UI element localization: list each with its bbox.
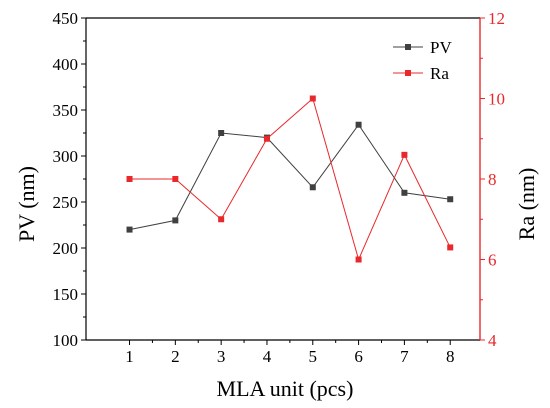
x-tick-label: 1 [125, 347, 134, 366]
y-left-tick-label: 150 [53, 285, 79, 304]
legend: PV Ra [393, 38, 452, 83]
y-left-tick-label: 400 [53, 55, 79, 74]
data-point-ra [218, 216, 225, 223]
legend-label-ra: Ra [430, 64, 449, 83]
series-line-pv [129, 123, 451, 231]
y-right-tick-label: 4 [488, 331, 497, 350]
data-point-ra [263, 135, 270, 142]
data-point-ra [401, 151, 408, 158]
x-tick-label: 4 [263, 347, 272, 366]
x-tick-label: 5 [309, 347, 318, 366]
data-point-ra [355, 256, 362, 263]
legend-marker-pv [405, 44, 411, 50]
y-left-tick-label: 300 [53, 147, 79, 166]
series-line-ra [129, 97, 451, 261]
data-point-pv [126, 226, 133, 233]
data-point-ra [126, 176, 133, 182]
x-tick-label: 3 [217, 347, 226, 366]
data-point-pv [309, 184, 316, 191]
y-left-tick-label: 200 [53, 239, 79, 258]
data-point-pv [355, 121, 362, 128]
y-left-tick-label: 100 [53, 331, 79, 350]
data-point-pv [172, 217, 179, 224]
data-point-pv [218, 130, 225, 136]
legend-marker-ra [405, 70, 411, 76]
y-axis-left-title: PV (nm) [14, 166, 39, 242]
x-tick-label: 8 [446, 347, 455, 366]
y-axis-right-title: Ra (nm) [514, 168, 539, 241]
y-left-tick-label: 450 [53, 9, 79, 28]
legend-label-pv: PV [430, 38, 452, 57]
data-point-ra [309, 95, 316, 102]
y-right-tick-label: 6 [488, 251, 497, 270]
series-layer [126, 95, 454, 263]
data-point-pv [401, 189, 408, 196]
y-left-tick-label: 250 [53, 193, 79, 212]
data-point-pv [447, 196, 454, 203]
data-point-ra [447, 244, 454, 251]
y-right-tick-label: 8 [488, 170, 497, 189]
y-right-tick-label: 10 [488, 90, 505, 109]
y-right-tick-label: 12 [488, 9, 505, 28]
x-tick-label: 7 [400, 347, 409, 366]
y-left-tick-label: 350 [53, 101, 79, 120]
data-point-ra [172, 176, 179, 182]
x-axis-title: MLA unit (pcs) [217, 376, 354, 401]
x-tick-label: 2 [171, 347, 180, 366]
x-tick-label: 6 [354, 347, 363, 366]
